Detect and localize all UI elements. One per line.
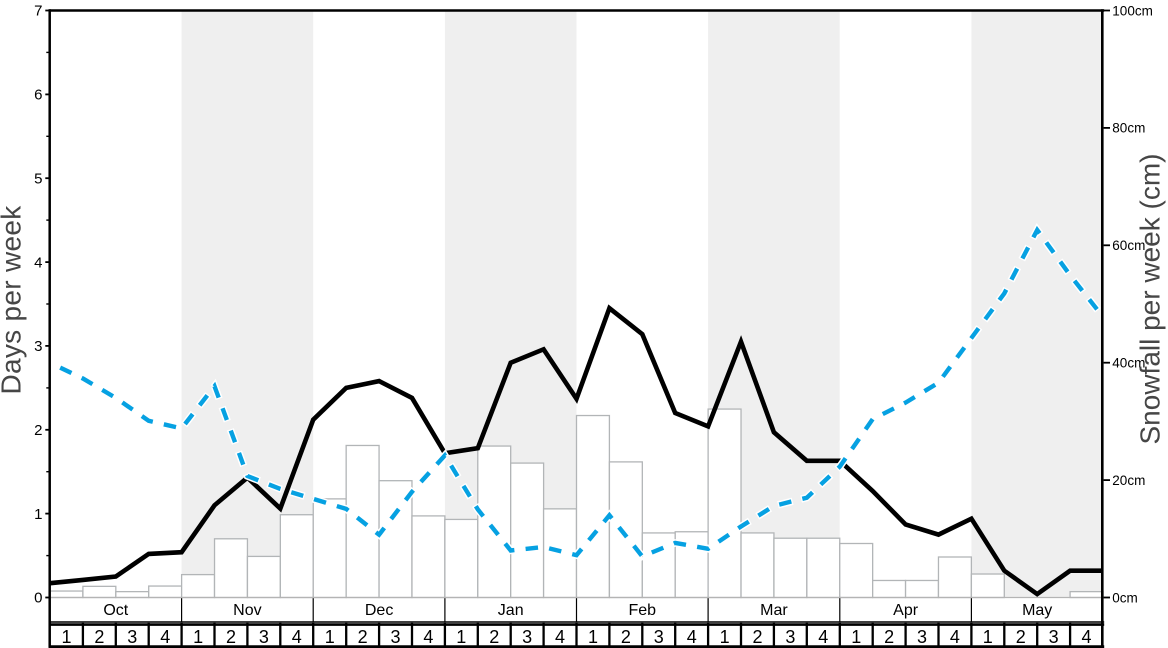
svg-text:Dec: Dec <box>365 602 393 619</box>
svg-text:100cm: 100cm <box>1112 3 1153 18</box>
svg-text:2: 2 <box>489 627 499 647</box>
svg-text:2: 2 <box>621 627 631 647</box>
svg-text:5: 5 <box>34 170 42 187</box>
svg-text:40cm: 40cm <box>1112 356 1145 371</box>
svg-text:3: 3 <box>390 627 400 647</box>
svg-text:2: 2 <box>34 422 42 439</box>
svg-text:4: 4 <box>555 627 565 647</box>
svg-text:7: 7 <box>34 3 42 20</box>
svg-text:3: 3 <box>917 627 927 647</box>
svg-text:1: 1 <box>851 627 861 647</box>
svg-text:2: 2 <box>226 627 236 647</box>
svg-text:Snowfall per week (cm): Snowfall per week (cm) <box>1135 154 1166 445</box>
svg-text:2: 2 <box>752 627 762 647</box>
svg-text:60cm: 60cm <box>1112 238 1145 253</box>
svg-text:4: 4 <box>160 627 170 647</box>
svg-text:1: 1 <box>456 627 466 647</box>
svg-text:2: 2 <box>1016 627 1026 647</box>
svg-text:4: 4 <box>687 627 697 647</box>
svg-text:Oct: Oct <box>103 602 128 619</box>
svg-text:4: 4 <box>423 627 433 647</box>
svg-text:4: 4 <box>818 627 828 647</box>
svg-text:0cm: 0cm <box>1112 590 1138 605</box>
svg-text:3: 3 <box>1049 627 1059 647</box>
svg-text:4: 4 <box>1081 627 1091 647</box>
svg-text:3: 3 <box>522 627 532 647</box>
svg-text:1: 1 <box>193 627 203 647</box>
svg-text:Feb: Feb <box>629 602 657 619</box>
svg-text:80cm: 80cm <box>1112 121 1145 136</box>
svg-text:3: 3 <box>34 338 42 355</box>
svg-text:Apr: Apr <box>893 602 919 619</box>
svg-text:2: 2 <box>94 627 104 647</box>
svg-text:0: 0 <box>34 590 42 607</box>
svg-text:4: 4 <box>292 627 302 647</box>
svg-text:6: 6 <box>34 87 42 104</box>
svg-text:3: 3 <box>785 627 795 647</box>
svg-text:1: 1 <box>983 627 993 647</box>
svg-text:Mar: Mar <box>760 602 788 619</box>
svg-text:May: May <box>1022 602 1052 619</box>
svg-text:Days per week: Days per week <box>0 205 27 395</box>
svg-text:1: 1 <box>720 627 730 647</box>
svg-text:1: 1 <box>34 506 42 523</box>
svg-text:1: 1 <box>325 627 335 647</box>
svg-text:2: 2 <box>884 627 894 647</box>
svg-text:Jan: Jan <box>498 602 524 619</box>
svg-text:3: 3 <box>654 627 664 647</box>
svg-text:2: 2 <box>358 627 368 647</box>
svg-text:Nov: Nov <box>233 602 261 619</box>
svg-text:1: 1 <box>61 627 71 647</box>
svg-text:3: 3 <box>127 627 137 647</box>
svg-text:4: 4 <box>34 254 42 271</box>
svg-text:20cm: 20cm <box>1112 473 1145 488</box>
svg-text:3: 3 <box>259 627 269 647</box>
svg-text:4: 4 <box>950 627 960 647</box>
svg-text:1: 1 <box>588 627 598 647</box>
